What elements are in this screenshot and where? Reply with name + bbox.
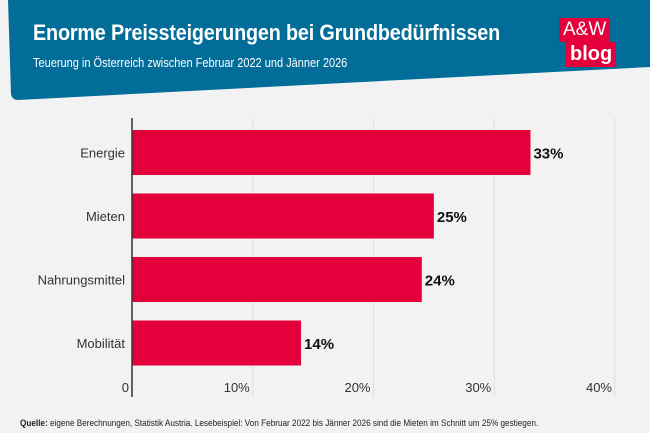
- chart-title: Enorme Preissteigerungen bei Grundbedürf…: [33, 20, 501, 45]
- header-banner: [8, 0, 650, 100]
- data-label: 25%: [437, 209, 467, 226]
- logo-top: A&W: [559, 18, 611, 42]
- data-label: 33%: [533, 146, 563, 163]
- data-label: 24%: [425, 273, 455, 290]
- bar-mobilität: [132, 320, 302, 366]
- source-text: eigene Berechnungen, Statistik Austria. …: [47, 418, 539, 429]
- category-label: Mieten: [86, 209, 125, 224]
- data-label: 14%: [304, 336, 334, 353]
- logo-bottom: blog: [566, 42, 617, 67]
- source-label: Quelle:: [20, 418, 48, 429]
- bar-nahrungsmittel: [132, 257, 422, 302]
- category-label: Energie: [80, 146, 125, 161]
- bar-energie: [132, 130, 531, 175]
- x-tick-label: 10%: [224, 380, 250, 395]
- category-label: Mobilität: [77, 336, 126, 351]
- x-tick-label: 0: [122, 380, 129, 395]
- x-tick-label: 30%: [465, 380, 491, 395]
- source-note: Quelle: eigene Berechnungen, Statistik A…: [20, 418, 538, 429]
- x-tick-label: 20%: [344, 380, 370, 395]
- bar-mieten: [132, 193, 434, 239]
- x-tick-label: 40%: [586, 380, 612, 395]
- aw-blog-logo: A&W blog: [559, 18, 617, 67]
- category-label: Nahrungsmittel: [38, 273, 126, 288]
- chart-subtitle: Teuerung in Österreich zwischen Februar …: [33, 56, 348, 70]
